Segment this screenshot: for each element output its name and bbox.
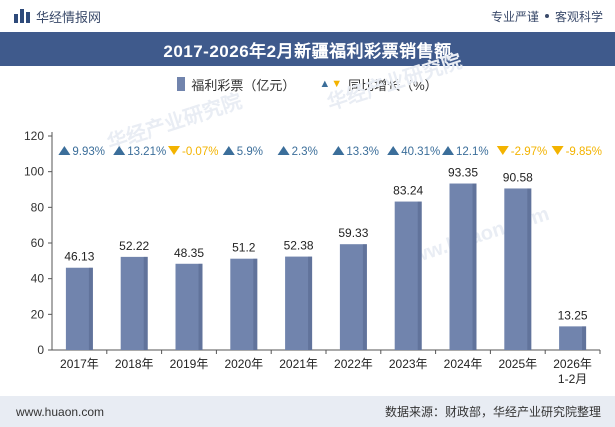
bar-shade: [527, 188, 532, 350]
growth-up-triangle: [332, 146, 345, 155]
bar-shade: [308, 256, 313, 350]
x-category-label: 2017年: [60, 357, 99, 371]
y-tick-label: 80: [31, 200, 45, 214]
bar-shade: [198, 263, 203, 350]
growth-down-triangle: [168, 146, 180, 155]
x-category-label: 2024年: [444, 357, 483, 371]
y-tick-label: 100: [24, 165, 44, 179]
legend-bar-swatch-icon: [177, 77, 186, 91]
growth-value-label: 13.21%: [127, 146, 166, 158]
legend: 福利彩票（亿元） ▲ ▼ 同比增长（%）: [0, 74, 615, 94]
growth-value-label: 9.93%: [72, 146, 105, 158]
bar: [339, 244, 367, 350]
growth-value-label: -9.85%: [566, 146, 602, 158]
x-category-label: 2020年: [224, 357, 263, 371]
chart-title: 2017-2026年2月新疆福利彩票销售额: [163, 41, 452, 61]
growth-value-label: 13.3%: [346, 146, 379, 158]
y-tick-label: 0: [37, 343, 44, 357]
bar: [504, 188, 532, 350]
x-category-label: 2018年: [115, 357, 154, 371]
bar-value-label: 83.24: [393, 184, 423, 198]
watermark-text: 华经产业研究院: [104, 89, 245, 155]
growth-up-triangle: [442, 146, 454, 155]
footer-website: www.huaon.com: [16, 404, 105, 419]
legend-bar-label: 福利彩票（亿元）: [191, 77, 296, 93]
growth-value-label: 40.31%: [401, 146, 440, 158]
bar: [65, 267, 93, 350]
bar-shade: [582, 326, 587, 350]
bar-chart: 华经产业研究院华经产业研究院www.huaon.com0204060801001…: [24, 49, 602, 386]
growth-value-label: 2.3%: [292, 146, 318, 158]
bar-shade: [417, 201, 422, 350]
bar-value-label: 90.58: [503, 170, 533, 184]
growth-up-triangle: [277, 146, 290, 155]
bar-value-label: 93.35: [448, 166, 478, 180]
brand: 华经情报网: [14, 7, 101, 26]
y-tick-label: 120: [24, 129, 44, 143]
growth-value-label: -0.07%: [182, 146, 218, 158]
bar: [230, 258, 258, 350]
growth-up-triangle: [222, 146, 235, 155]
brand-logo-icon: [14, 9, 30, 23]
watermark-text: 华经产业研究院: [324, 49, 465, 115]
growth-down-triangle: [551, 146, 564, 155]
bar-shade: [143, 256, 148, 350]
tagline: 专业严谨 客观科学: [491, 8, 603, 25]
legend-growth-triangles-icon: ▲ ▼: [319, 78, 343, 90]
tagline-right: 客观科学: [554, 9, 603, 24]
growth-up-triangle: [387, 146, 400, 155]
bar: [559, 326, 587, 350]
x-category-label: 1-2月: [558, 372, 587, 386]
bar-value-label: 51.2: [232, 241, 256, 255]
y-tick-label: 20: [31, 307, 45, 321]
footer: www.huaon.com 数据来源：财政部，华经产业研究院整理: [0, 396, 615, 427]
top-bar: 华经情报网 专业严谨 客观科学: [0, 0, 615, 32]
bar-shade: [362, 244, 367, 350]
legend-growth-label: 同比增长（%）: [348, 77, 438, 93]
bar-value-label: 52.38: [284, 239, 314, 253]
bar: [120, 256, 148, 350]
tagline-left: 专业严谨: [490, 9, 539, 24]
bar: [285, 256, 313, 350]
bar-value-label: 48.35: [174, 246, 204, 260]
growth-value-label: -2.97%: [511, 146, 547, 158]
growth-up-triangle: [58, 146, 71, 155]
bar: [394, 201, 422, 350]
footer-source: 数据来源：财政部，华经产业研究院整理: [384, 405, 601, 419]
y-tick-label: 40: [31, 272, 45, 286]
x-category-label: 2021年: [279, 357, 318, 371]
growth-up-triangle: [113, 146, 126, 155]
bar: [449, 183, 477, 350]
growth-value-label: 12.1%: [456, 146, 489, 158]
bar-shade: [472, 183, 477, 350]
legend-item-bars: 福利彩票（亿元）: [177, 75, 295, 94]
chart-title-band: 2017-2026年2月新疆福利彩票销售额: [0, 32, 615, 66]
bar-shade: [253, 258, 258, 350]
legend-item-growth: ▲ ▼ 同比增长（%）: [319, 75, 437, 94]
x-category-label: 2022年: [334, 357, 373, 371]
bar-value-label: 46.13: [64, 250, 94, 264]
bar-value-label: 59.33: [338, 226, 368, 240]
x-category-label: 2023年: [389, 357, 428, 371]
x-category-label: 2026年: [553, 357, 592, 371]
bar-value-label: 52.22: [119, 239, 149, 253]
bullet-dot-icon: [544, 14, 549, 18]
x-category-label: 2025年: [498, 357, 537, 371]
bar: [175, 263, 203, 350]
x-category-label: 2019年: [170, 357, 209, 371]
growth-value-label: 5.9%: [237, 146, 263, 158]
bar-value-label: 13.25: [558, 308, 588, 322]
brand-name: 华经情报网: [36, 9, 102, 25]
y-tick-label: 60: [31, 236, 45, 250]
bar-shade: [88, 267, 93, 350]
growth-down-triangle: [496, 146, 509, 155]
